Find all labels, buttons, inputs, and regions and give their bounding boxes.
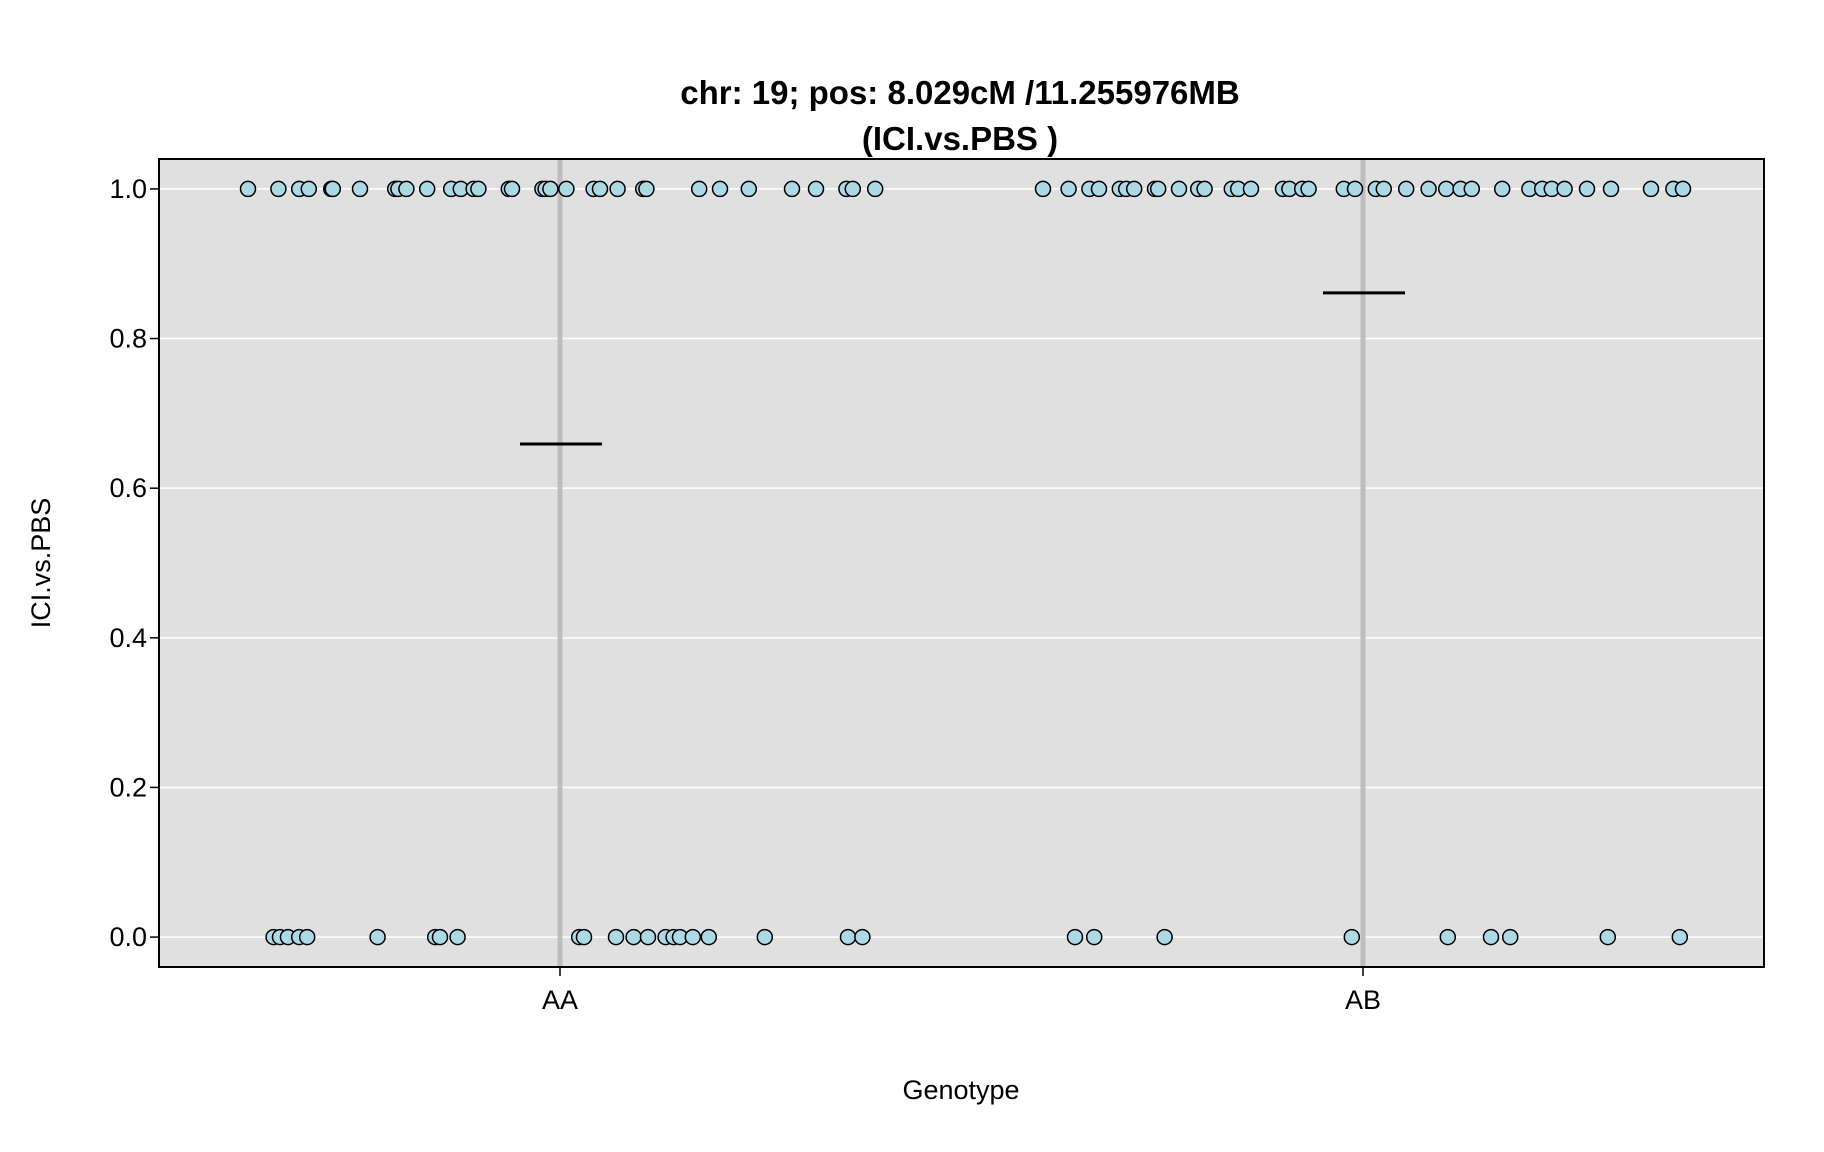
y-tick-label: 0.8	[109, 324, 147, 354]
data-point	[1439, 928, 1457, 946]
data-point	[1463, 180, 1481, 198]
data-point	[625, 928, 642, 946]
data-point	[607, 928, 625, 946]
data-point	[575, 928, 593, 946]
data-point	[1482, 928, 1500, 946]
data-point	[609, 180, 626, 198]
plot-panel	[159, 159, 1764, 967]
data-point	[1242, 180, 1260, 198]
data-point	[1196, 180, 1213, 198]
chart-title-line-2: (ICI.vs.PBS )	[862, 120, 1058, 157]
data-point	[1090, 180, 1108, 198]
y-axis-ticks: 0.0 0.2 0.4 0.6 0.8 1.0	[109, 174, 159, 952]
x-axis-label: Genotype	[902, 1075, 1019, 1105]
data-point	[1085, 928, 1103, 946]
data-point	[470, 180, 487, 198]
data-point	[1149, 180, 1167, 198]
data-points	[239, 180, 1692, 946]
data-point	[756, 928, 774, 946]
data-point	[839, 928, 857, 946]
data-point	[1501, 928, 1519, 946]
data-point	[1671, 928, 1689, 946]
data-point	[638, 180, 655, 198]
data-point	[1346, 180, 1364, 198]
data-point	[398, 180, 415, 198]
data-point	[684, 928, 702, 946]
y-axis-label: ICI.vs.PBS	[26, 498, 56, 629]
data-point	[1066, 928, 1084, 946]
data-point	[351, 180, 369, 198]
data-point	[1493, 180, 1511, 198]
data-point	[1642, 180, 1660, 198]
data-point	[449, 928, 466, 946]
y-tick-label: 0.6	[109, 473, 147, 503]
mean-lines	[520, 291, 1405, 446]
plot-border	[158, 158, 1765, 968]
data-point	[1156, 928, 1173, 946]
data-point	[503, 180, 521, 198]
x-axis-ticks: AA AB	[542, 967, 1381, 1015]
data-point	[1556, 180, 1573, 198]
data-point	[866, 180, 884, 198]
data-point	[591, 180, 609, 198]
data-point	[298, 928, 316, 946]
data-point	[558, 180, 575, 198]
data-point	[1397, 180, 1415, 198]
data-point	[639, 928, 657, 946]
data-point	[1420, 180, 1437, 198]
data-point	[844, 180, 862, 198]
data-point	[418, 180, 436, 198]
data-point	[740, 180, 758, 198]
data-point	[1034, 180, 1052, 198]
data-point	[1343, 928, 1361, 946]
chart-title-line-1: chr: 19; pos: 8.029cM /11.255976MB	[680, 74, 1239, 111]
data-point	[1437, 180, 1455, 198]
data-point	[300, 180, 318, 198]
data-point	[854, 928, 871, 946]
data-point	[542, 180, 559, 198]
data-point	[1060, 180, 1077, 198]
y-tick-label: 0.0	[109, 922, 147, 952]
y-tick-label: 0.2	[109, 772, 147, 802]
data-point	[783, 180, 801, 198]
data-point	[1674, 180, 1692, 198]
data-point	[1300, 180, 1317, 198]
data-point	[324, 180, 342, 198]
data-point	[807, 180, 825, 198]
y-tick-label: 1.0	[109, 174, 147, 204]
data-point	[1125, 180, 1143, 198]
data-point	[270, 180, 287, 198]
data-point	[239, 180, 257, 198]
x-tick-label: AB	[1345, 985, 1381, 1015]
data-point	[700, 928, 718, 946]
data-point	[1599, 928, 1617, 946]
data-point	[369, 928, 386, 946]
x-tick-label: AA	[542, 985, 578, 1015]
data-point	[1375, 180, 1393, 198]
data-point	[690, 180, 708, 198]
data-point	[431, 928, 449, 946]
data-point	[1170, 180, 1188, 198]
data-point	[1578, 180, 1596, 198]
data-point	[711, 180, 729, 198]
y-tick-label: 0.4	[109, 623, 147, 653]
data-point	[1602, 180, 1620, 198]
